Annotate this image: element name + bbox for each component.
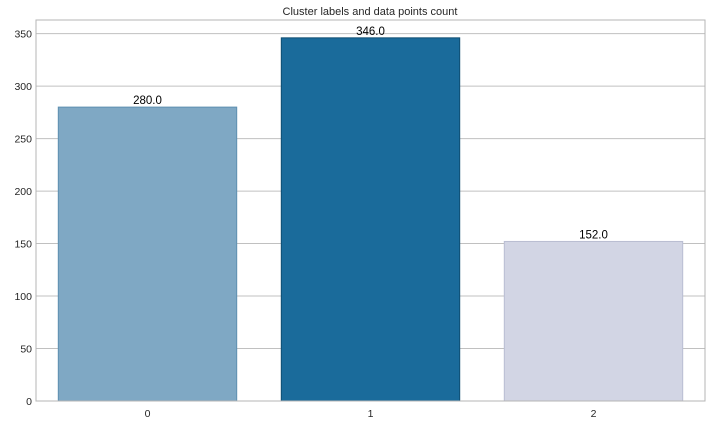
bar-1: [280, 37, 461, 402]
y-tick-label-200: 200: [14, 186, 32, 198]
data-label-1: 346.0: [356, 26, 385, 38]
y-tick-label-250: 250: [14, 134, 32, 146]
bars: [57, 37, 684, 402]
y-tick-label-300: 300: [14, 81, 32, 93]
y-tick-label-150: 150: [14, 239, 32, 251]
axes: 0 50 100 150 200 250 300 350 0 1 2: [14, 19, 706, 420]
y-tick-label-50: 50: [20, 344, 32, 356]
chart-title: Cluster labels and data points count: [283, 6, 458, 18]
plot-frame: [35, 19, 706, 402]
data-label-0: 280.0: [133, 95, 162, 107]
y-tick-label-0: 0: [26, 396, 32, 408]
bar-0: [57, 106, 238, 402]
y-tick-label-350: 350: [14, 29, 32, 41]
data-labels: 280.0 346.0 152.0: [133, 26, 608, 242]
y-tick-label-100: 100: [14, 291, 32, 303]
bar-2: [503, 240, 684, 402]
x-tick-label-0: 0: [145, 408, 151, 420]
x-tick-label-2: 2: [591, 408, 597, 420]
data-label-2: 152.0: [579, 229, 608, 241]
x-tick-label-1: 1: [368, 408, 374, 420]
